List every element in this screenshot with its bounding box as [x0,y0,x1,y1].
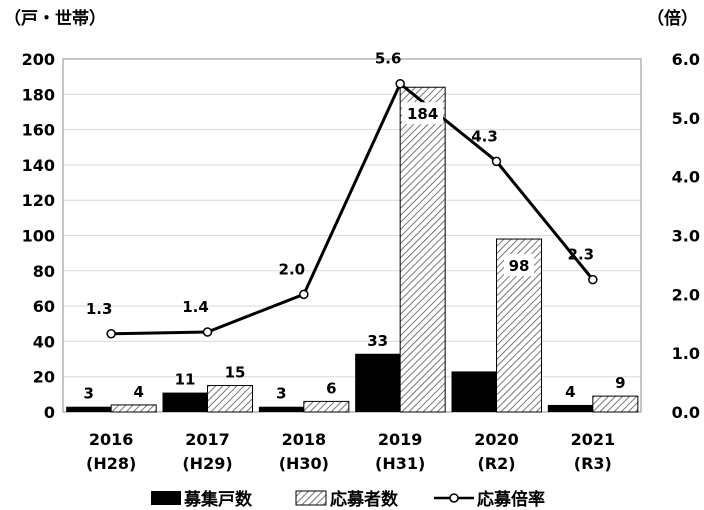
right-tick-label: 2.0 [672,285,700,304]
left-axis-unit: （戸・世帯） [4,8,106,29]
left-tick-label: 0 [44,403,55,422]
data-label-bg [504,254,534,277]
left-axis-ticks: 0 20 40 60 80 100 120 140 160 180 200 [22,50,55,422]
data-label-ratio: 2.0 [279,260,306,278]
left-tick-label: 100 [22,227,55,246]
data-label-ratio: 4.3 [471,127,498,145]
bar-recruitment [162,392,208,412]
category-era: (H31) [375,454,425,473]
data-label-ratio: 2.3 [568,246,595,264]
left-tick-label: 140 [22,156,55,175]
left-tick-label: 120 [22,191,55,210]
bar-applicants [592,395,639,413]
bar-applicants [110,404,157,413]
left-tick-label: 40 [33,332,55,351]
left-tick-label: 80 [33,262,55,281]
data-label-bg [402,102,444,125]
left-tick-label: 180 [22,85,55,104]
category-year: 2016 [89,430,134,449]
category-era: (H29) [182,454,232,473]
data-label-recruitment: 11 [175,371,196,389]
category-year: 2020 [474,430,519,449]
data-label-applicants: 184 [407,105,438,123]
category-era: (H30) [279,454,329,473]
bar-applicants [207,385,253,413]
data-label-recruitment: 4 [565,383,575,401]
ratio-point [588,274,598,285]
category-year: 2019 [378,430,423,449]
legend-label-ratio: 応募倍率 [477,489,545,510]
bar-recruitment [66,406,112,412]
category-year: 2018 [282,430,327,449]
data-label-applicants: 98 [509,257,530,275]
right-tick-label: 6.0 [672,50,700,69]
bar-recruitment [355,353,401,412]
right-tick-label: 0.0 [672,403,700,422]
data-label-recruitment: 3 [83,385,93,403]
data-label-ratio: 1.3 [86,300,113,318]
ratio-point [395,78,405,89]
right-tick-label: 4.0 [672,168,700,187]
data-label-ratio: 5.6 [375,50,402,68]
bar-recruitment [451,371,497,412]
ratio-line [106,78,598,339]
right-tick-label: 5.0 [672,109,700,128]
bar-applicants [399,86,446,413]
category-era: (R2) [477,454,515,473]
legend-label-recruitment: 募集戸数 [183,489,253,510]
legend: 募集戸数 応募者数 応募倍率 [151,489,545,510]
left-tick-label: 160 [22,121,55,140]
category-year: 2017 [185,430,230,449]
bars [66,86,639,413]
right-axis-unit: （倍） [647,8,698,29]
legend-swatch-recruitment [151,491,181,505]
data-label-applicants: 6 [326,379,336,397]
gridlines [63,93,641,378]
category-era: (H28) [86,454,136,473]
data-label-ratio: 1.4 [182,298,209,316]
category-year: 2021 [571,430,616,449]
ratio-point [202,327,213,337]
data-label-recruitment: 3 [276,385,286,403]
legend-swatch-ratio-marker [449,493,459,503]
right-tick-label: 1.0 [672,344,700,363]
category-labels: 2016 (H28) 2017 (H29) 2018 (H30) 2019 (H31) 2020… [86,430,615,473]
data-labels: 3 4 11 15 3 6 33 184 98 4 9 1.3 1.4 2.0 5.6 4.3 2.3 [83,50,625,403]
data-label-applicants: 15 [225,364,246,382]
left-tick-label: 200 [22,50,55,69]
plot-frame [62,58,642,413]
bar-applicants [303,400,350,413]
left-tick-label: 20 [33,368,55,387]
data-label-applicants: 4 [133,383,143,401]
right-axis-ticks: 0.0 1.0 2.0 3.0 4.0 5.0 6.0 [672,50,700,422]
ratio-line-path [111,81,594,336]
ratio-point [106,329,116,339]
ratio-point [491,156,502,167]
right-tick-label: 3.0 [672,227,700,246]
category-era: (R3) [574,454,612,473]
ratio-point [299,289,309,300]
legend-swatch-applicants [295,490,327,506]
bar-recruitment [258,406,304,412]
left-tick-label: 60 [33,297,55,316]
data-label-recruitment: 33 [367,332,388,350]
legend-label-applicants: 応募者数 [330,489,399,510]
bar-recruitment [547,404,593,412]
data-label-applicants: 9 [615,374,625,392]
